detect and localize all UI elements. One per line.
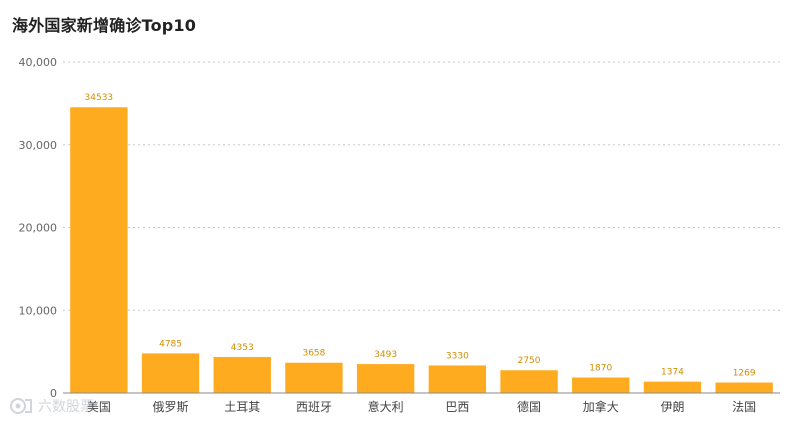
data-label: 1269 <box>733 368 756 378</box>
x-category-label: 加拿大 <box>583 399 619 414</box>
x-category-label: 美国 <box>87 400 111 414</box>
y-tick-label: 0 <box>50 387 57 400</box>
x-category-label: 土耳其 <box>224 400 260 414</box>
watermark: 六数股票 <box>8 396 94 416</box>
y-axis-ticks: 0 10,000 20,000 30,000 40,000 <box>19 56 58 400</box>
y-tick-label: 40,000 <box>19 56 58 69</box>
bar[interactable] <box>285 362 343 393</box>
x-category-label: 伊朗 <box>660 400 684 414</box>
bar[interactable] <box>70 107 128 393</box>
data-label: 3330 <box>446 351 469 361</box>
data-label: 4785 <box>159 339 182 349</box>
data-label: 3658 <box>302 349 325 359</box>
bars <box>70 107 773 393</box>
bar[interactable] <box>428 365 487 393</box>
y-tick-label: 20,000 <box>19 222 58 235</box>
x-category-label: 巴西 <box>445 400 469 414</box>
data-label: 1870 <box>589 364 612 374</box>
chart-title: 海外国家新增确诊Top10 <box>12 16 197 35</box>
x-axis-categories: 美国 俄罗斯 土耳其 西班牙 意大利 巴西 德国 加拿大 伊朗 法国 <box>87 399 756 414</box>
grid-lines <box>63 61 780 311</box>
x-category-label: 德国 <box>517 399 541 414</box>
bar[interactable] <box>356 364 415 393</box>
y-tick-label: 30,000 <box>19 139 58 152</box>
data-label: 2750 <box>518 356 541 366</box>
x-category-label: 西班牙 <box>296 400 332 414</box>
watermark-text: 六数股票 <box>38 399 94 415</box>
logo-icon <box>10 398 32 414</box>
x-category-label: 法国 <box>732 400 756 414</box>
y-tick-label: 10,000 <box>19 304 58 317</box>
data-label: 34533 <box>85 93 114 103</box>
bar[interactable] <box>141 353 200 393</box>
x-category-label: 意大利 <box>368 399 404 414</box>
bar[interactable] <box>643 381 702 393</box>
data-labels: 34533 4785 4353 3658 3493 3330 2750 1870 1374 126… <box>85 93 756 378</box>
data-label: 4353 <box>231 343 254 353</box>
bar[interactable] <box>715 382 773 393</box>
bar[interactable] <box>213 356 271 393</box>
data-label: 3493 <box>374 350 397 360</box>
bar[interactable] <box>572 377 630 393</box>
data-label: 1374 <box>661 368 684 378</box>
bar[interactable] <box>500 370 558 393</box>
x-category-label: 俄罗斯 <box>153 400 189 414</box>
